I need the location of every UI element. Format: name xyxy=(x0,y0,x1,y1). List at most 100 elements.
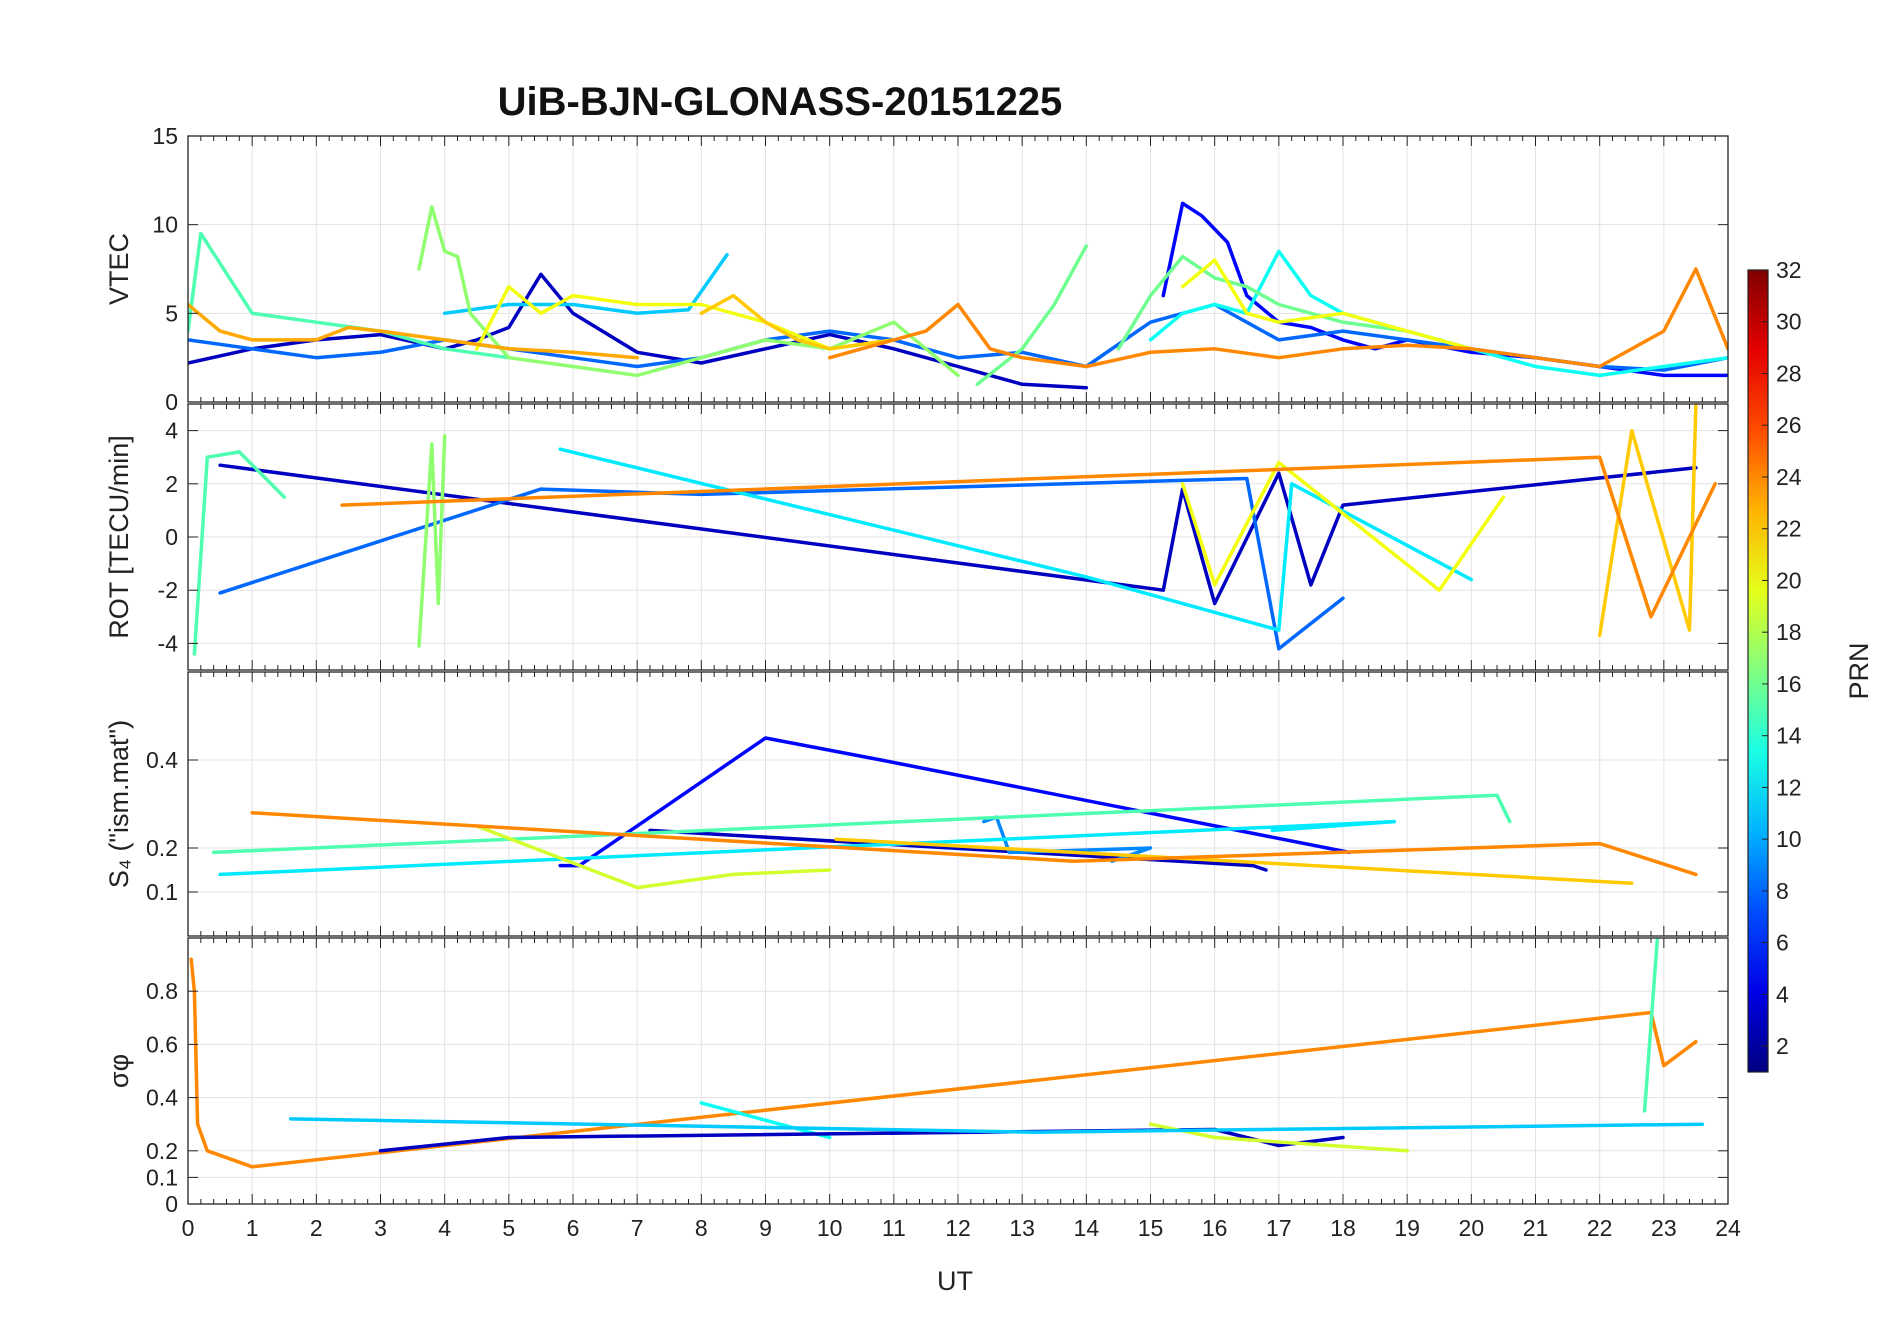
x-tick-label: 24 xyxy=(1715,1215,1741,1241)
colorbar-tick-label: 14 xyxy=(1776,723,1802,749)
colorbar-tick-label: 28 xyxy=(1776,360,1802,386)
x-tick-label: 11 xyxy=(882,1215,906,1241)
series-prn-16 xyxy=(1116,254,1474,351)
panel-sigma_phi: 00.10.20.40.60.80 1 2 3 4 5 6 7 8 9 10 11 12 13 14 15 16… xyxy=(104,937,1741,1241)
x-tick-label: 7 xyxy=(631,1215,644,1241)
y-axis-label: S₄ ("ism.mat") xyxy=(104,720,134,888)
x-tick-label: 13 xyxy=(1009,1215,1035,1241)
series-prn-16 xyxy=(975,244,1089,387)
colorbar-tick-label: 8 xyxy=(1776,878,1789,904)
x-tick-label: 8 xyxy=(695,1215,708,1241)
series-prn-23 xyxy=(188,302,639,360)
series-prn-3 xyxy=(188,272,1089,390)
series-group xyxy=(192,404,1717,656)
series-prn-11 xyxy=(288,1117,1705,1134)
series-prn-20 xyxy=(1180,258,1474,351)
series-prn-24 xyxy=(189,957,1698,1169)
x-tick-label: 19 xyxy=(1394,1215,1420,1241)
x-tick-label: 0 xyxy=(182,1215,195,1241)
x-tick-label: 6 xyxy=(567,1215,580,1241)
y-tick-label: 0.2 xyxy=(146,1138,178,1164)
colorbar-gradient xyxy=(1747,269,1769,1073)
series-prn-12 xyxy=(218,819,1397,877)
colorbar-tick-label: 32 xyxy=(1776,257,1802,283)
panel-vtec: 0 5 10 15 VTEC xyxy=(104,123,1729,415)
x-tick-label: 9 xyxy=(759,1215,772,1241)
panel-rot: -4 -2 0 2 4 ROT [TECU/min] xyxy=(104,403,1729,671)
series-prn-8 xyxy=(218,476,1345,651)
colorbar-tick-label: 2 xyxy=(1776,1033,1789,1059)
series-prn-20 xyxy=(475,284,896,351)
x-tick-label: 2 xyxy=(310,1215,323,1241)
colorbar-label: PRN xyxy=(1844,642,1874,699)
x-tick-label: 18 xyxy=(1330,1215,1356,1241)
series-prn-12 xyxy=(558,447,1474,632)
colorbar-tick-label: 24 xyxy=(1776,464,1802,490)
x-tick-label: 12 xyxy=(945,1215,971,1241)
series-prn-5 xyxy=(558,736,1352,868)
x-tick-label: 21 xyxy=(1523,1215,1549,1241)
y-tick-label: 15 xyxy=(152,123,178,149)
colorbar-tick-label: 22 xyxy=(1776,516,1802,542)
series-group xyxy=(211,736,1698,890)
chart-title: UiB-BJN-GLONASS-20151225 xyxy=(498,80,1063,124)
y-tick-label: -2 xyxy=(158,577,178,603)
series-prn-3 xyxy=(648,828,1268,872)
y-tick-label: 0.1 xyxy=(146,1164,178,1190)
x-tick-label: 14 xyxy=(1074,1215,1100,1241)
y-tick-label: 5 xyxy=(165,300,178,326)
series-prn-15 xyxy=(211,793,1512,855)
series-prn-15 xyxy=(1642,938,1660,1113)
y-tick-label: 0.1 xyxy=(146,879,178,905)
colorbar-tick-label: 4 xyxy=(1776,981,1789,1007)
series-prn-15 xyxy=(192,450,287,656)
colorbar-tick-label: 16 xyxy=(1776,671,1802,697)
colorbar-tick-label: 26 xyxy=(1776,412,1802,438)
x-tick-label: 23 xyxy=(1651,1215,1677,1241)
series-group xyxy=(189,938,1705,1169)
colorbar-tick-label: 10 xyxy=(1776,826,1802,852)
y-tick-label: 0.6 xyxy=(146,1031,178,1057)
colorbar-tick-label: 12 xyxy=(1776,774,1802,800)
x-tick-label: 17 xyxy=(1266,1215,1292,1241)
y-tick-label: 0.8 xyxy=(146,978,178,1004)
series-prn-24 xyxy=(827,267,1728,369)
x-tick-label: 3 xyxy=(374,1215,387,1241)
series-prn-20 xyxy=(1180,460,1506,592)
series-prn-17 xyxy=(417,434,447,648)
panel-s4: 0.1 0.2 0.4 S₄ ("ism.mat") xyxy=(104,671,1729,937)
y-tick-label: 4 xyxy=(165,418,178,444)
x-tick-label: 5 xyxy=(502,1215,515,1241)
series-prn-24 xyxy=(340,455,1717,619)
y-axis-label: ROT [TECU/min] xyxy=(104,435,134,639)
y-tick-label: 0.4 xyxy=(146,747,178,773)
series-group xyxy=(188,201,1728,390)
colorbar-tick-label: 6 xyxy=(1776,930,1789,956)
series-prn-22 xyxy=(1597,404,1698,638)
colorbar-tick-label: 30 xyxy=(1776,309,1802,335)
series-prn-22 xyxy=(834,837,1634,885)
x-tick-label: 1 xyxy=(246,1215,259,1241)
series-prn-19 xyxy=(475,824,832,890)
x-tick-label: 15 xyxy=(1138,1215,1164,1241)
series-prn-3 xyxy=(218,463,1698,606)
y-axis-label: VTEC xyxy=(104,233,134,305)
y-tick-label: 0 xyxy=(165,389,178,415)
series-prn-19 xyxy=(1148,1122,1409,1153)
x-tick-label: 20 xyxy=(1459,1215,1485,1241)
series-prn-22 xyxy=(699,293,896,351)
y-tick-label: 0 xyxy=(165,1191,178,1217)
x-tick-label: 16 xyxy=(1202,1215,1228,1241)
colorbar-tick-label: 18 xyxy=(1776,619,1802,645)
y-tick-label: 0.2 xyxy=(146,835,178,861)
y-tick-label: 0 xyxy=(165,524,178,550)
x-tick-label: 10 xyxy=(817,1215,843,1241)
y-tick-label: 2 xyxy=(165,471,178,497)
y-axis-label: σφ xyxy=(104,1054,134,1088)
series-prn-13 xyxy=(699,1101,832,1140)
y-tick-label: -4 xyxy=(158,630,179,656)
y-tick-label: 10 xyxy=(152,212,178,238)
